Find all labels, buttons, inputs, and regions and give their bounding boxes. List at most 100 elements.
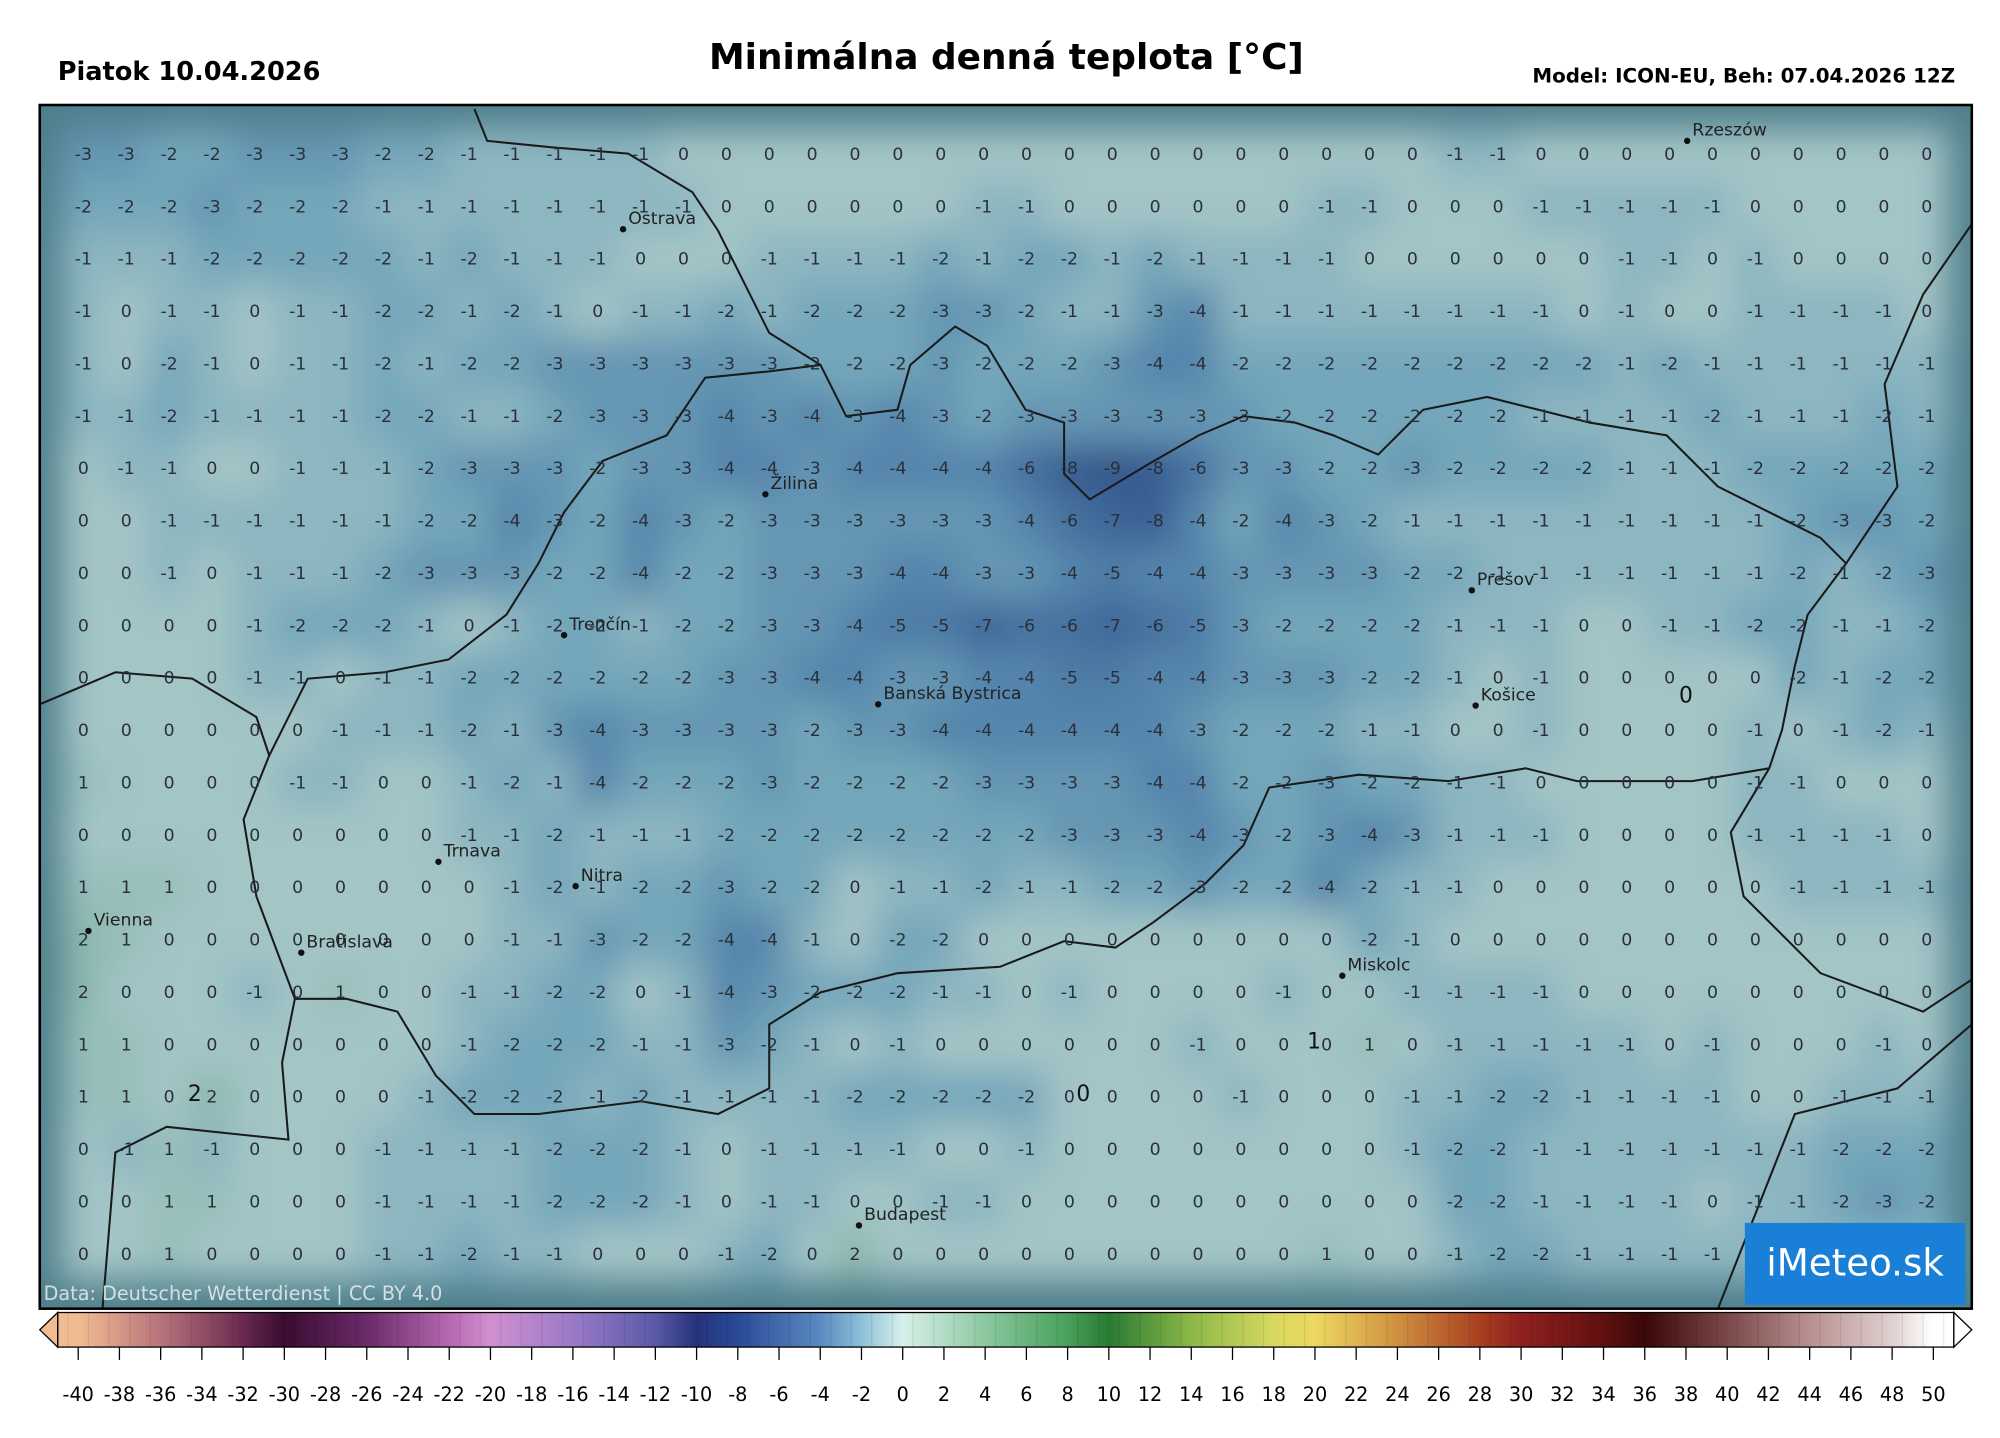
temperature-cell bbox=[1475, 704, 1521, 758]
temperature-cell bbox=[1218, 913, 1264, 968]
grid-value: -1 bbox=[1575, 564, 1592, 584]
grid-value: -3 bbox=[761, 564, 778, 584]
temperature-cell bbox=[1132, 337, 1178, 392]
temperature-cell bbox=[232, 1018, 278, 1073]
grid-value: 0 bbox=[1192, 1140, 1203, 1160]
grid-value: -2 bbox=[1790, 616, 1807, 636]
temperature-cell bbox=[1732, 494, 1778, 549]
grid-value: -1 bbox=[203, 302, 220, 322]
temperature-cell bbox=[575, 494, 621, 549]
temperature-cell bbox=[832, 128, 878, 182]
temperature-cell bbox=[1304, 1175, 1350, 1230]
temperature-cell bbox=[1132, 1175, 1178, 1230]
colorbar-tick-label: 2 bbox=[938, 1383, 950, 1406]
grid-value: -6 bbox=[1018, 459, 1035, 479]
temperature-cell bbox=[189, 913, 235, 968]
grid-value: -1 bbox=[1404, 931, 1421, 951]
temperature-cell bbox=[275, 1175, 321, 1230]
grid-value: 0 bbox=[121, 1192, 132, 1212]
temperature-cell bbox=[746, 1123, 792, 1177]
grid-value: -8 bbox=[1147, 512, 1164, 532]
temperature-cell bbox=[1904, 861, 1950, 916]
grid-value: 0 bbox=[121, 564, 132, 584]
temperature-cell bbox=[489, 913, 535, 968]
temperature-cell bbox=[446, 442, 492, 497]
grid-value: -5 bbox=[1061, 669, 1078, 689]
temperature-cell bbox=[60, 1018, 106, 1073]
grid-value: -2 bbox=[546, 616, 563, 636]
grid-value: -1 bbox=[761, 1088, 778, 1108]
temperature-cell bbox=[1604, 756, 1650, 811]
temperature-cell bbox=[1004, 442, 1049, 497]
grid-value: -1 bbox=[546, 1245, 563, 1265]
grid-value: -2 bbox=[589, 983, 606, 1003]
temperature-cell bbox=[703, 599, 749, 654]
temperature-cell bbox=[832, 808, 878, 863]
temperature-cell bbox=[1732, 1070, 1778, 1125]
temperature-cell bbox=[661, 756, 706, 811]
grid-value: -1 bbox=[1875, 878, 1892, 898]
grid-value: 0 bbox=[335, 669, 346, 689]
grid-value: -3 bbox=[1018, 773, 1035, 793]
grid-value: -2 bbox=[889, 302, 906, 322]
temperature-cell bbox=[1604, 913, 1650, 968]
temperature-cell bbox=[1175, 547, 1221, 601]
grid-value: -1 bbox=[675, 1035, 692, 1055]
temperature-cell bbox=[1561, 232, 1607, 287]
grid-value: -4 bbox=[889, 564, 906, 584]
grid-value: 0 bbox=[1578, 145, 1589, 165]
grid-value: 0 bbox=[249, 931, 260, 951]
grid-value: -1 bbox=[1404, 721, 1421, 741]
temperature-cell bbox=[1818, 1123, 1864, 1177]
grid-value: 0 bbox=[1064, 1035, 1075, 1055]
temperature-cell bbox=[575, 1123, 621, 1177]
grid-value: -2 bbox=[718, 512, 735, 532]
colorbar-tick-label: -2 bbox=[852, 1383, 871, 1406]
temperature-cell bbox=[789, 756, 835, 811]
grid-value: -2 bbox=[1275, 878, 1292, 898]
grid-value: -4 bbox=[932, 459, 949, 479]
grid-value: -1 bbox=[589, 878, 606, 898]
temperature-cell bbox=[875, 442, 921, 497]
temperature-cell bbox=[232, 337, 278, 392]
grid-value: -4 bbox=[889, 407, 906, 427]
temperature-cell bbox=[489, 651, 535, 706]
grid-value: -4 bbox=[804, 407, 821, 427]
temperature-cell bbox=[189, 808, 235, 863]
temperature-cell bbox=[1861, 966, 1907, 1020]
grid-value: -4 bbox=[1189, 669, 1206, 689]
temperature-cell bbox=[1004, 756, 1049, 811]
temperature-cell bbox=[1475, 599, 1521, 654]
grid-value: 0 bbox=[1364, 250, 1375, 270]
temperature-cell bbox=[146, 1227, 192, 1282]
temperature-cell bbox=[618, 547, 664, 601]
temperature-cell bbox=[746, 389, 792, 444]
grid-value: -1 bbox=[1661, 564, 1678, 584]
temperature-cell bbox=[1732, 966, 1778, 1020]
temperature-cell bbox=[1304, 599, 1350, 654]
temperature-cell bbox=[1861, 1123, 1907, 1177]
grid-value: -1 bbox=[1661, 250, 1678, 270]
grid-value: -3 bbox=[1147, 407, 1164, 427]
temperature-cell bbox=[1089, 1123, 1135, 1177]
grid-value: -1 bbox=[1575, 1035, 1592, 1055]
temperature-cell bbox=[489, 285, 535, 339]
temperature-cell bbox=[403, 285, 449, 339]
temperature-cell bbox=[318, 599, 364, 654]
grid-value: 0 bbox=[1107, 1035, 1118, 1055]
grid-value: -2 bbox=[1361, 354, 1378, 374]
temperature-cell bbox=[1389, 285, 1435, 339]
temperature-cell bbox=[60, 442, 106, 497]
grid-value: -1 bbox=[375, 459, 392, 479]
temperature-cell bbox=[1518, 861, 1564, 916]
temperature-cell bbox=[360, 389, 406, 444]
grid-value: -3 bbox=[1104, 826, 1121, 846]
grid-value: -1 bbox=[332, 407, 349, 427]
temperature-cell bbox=[832, 1070, 878, 1125]
temperature-cell bbox=[1089, 547, 1135, 601]
temperature-cell bbox=[1518, 808, 1564, 863]
grid-value: -1 bbox=[1618, 302, 1635, 322]
grid-value: -1 bbox=[1704, 1140, 1721, 1160]
grid-value: -2 bbox=[761, 826, 778, 846]
temperature-cell bbox=[1432, 128, 1478, 182]
